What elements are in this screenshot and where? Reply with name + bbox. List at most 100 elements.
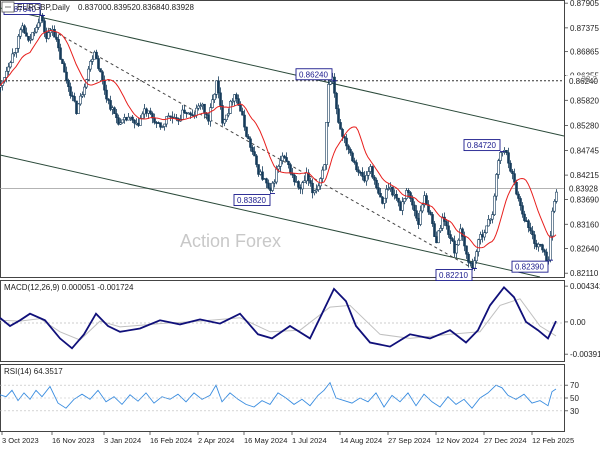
candle-body (201, 103, 204, 106)
candle-body (371, 166, 374, 178)
candle-body (361, 172, 364, 177)
price-tick-label: 0.83690 (570, 196, 599, 205)
candle-body (329, 81, 332, 85)
candle-body (213, 94, 216, 101)
candle-body (513, 173, 516, 183)
candle-body (451, 238, 454, 242)
candle-body (521, 205, 524, 215)
price-tick-label: 0.85280 (570, 121, 599, 130)
price-box (566, 75, 600, 87)
candle-body (217, 80, 220, 94)
candle-body (149, 110, 152, 114)
candle-body (133, 119, 136, 124)
candle-body (215, 80, 218, 95)
candle-body (79, 95, 82, 105)
candle-body (191, 114, 194, 117)
candle-body (279, 160, 282, 167)
candle-body (199, 105, 202, 107)
candle-body (147, 110, 150, 114)
candle-body (533, 234, 536, 244)
channel-upper-line (0, 7, 565, 137)
candle-body (507, 152, 510, 164)
candle-body (207, 114, 210, 122)
candle-body (127, 116, 130, 121)
price-annotation-label: 0.84720 (467, 141, 496, 150)
candle-body (245, 126, 248, 137)
candle-body (489, 218, 492, 221)
ohlc-high: 0.83952 (107, 3, 136, 12)
candle-body (35, 27, 38, 33)
candle-body (135, 122, 138, 125)
candle-body (121, 119, 124, 124)
candle-body (319, 178, 322, 187)
candle-body (365, 174, 368, 182)
price-tick-label: 0.85820 (570, 96, 599, 105)
candle-body (277, 166, 280, 170)
candle-body (281, 155, 284, 161)
candle-body (221, 105, 224, 124)
price-tick-label: 0.82640 (570, 245, 599, 254)
candle-body (335, 92, 338, 110)
candle-body (455, 244, 458, 254)
candle-body (401, 201, 404, 211)
macd-axis: 0.004341 0.00 -0.003916 (564, 282, 600, 359)
macd-tick-label: 0.004341 (570, 282, 600, 291)
candle-body (31, 32, 34, 40)
candle-body (309, 180, 312, 184)
candle-body (137, 122, 140, 126)
candle-body (167, 115, 170, 118)
candle-body (17, 35, 20, 49)
candle-body (351, 152, 354, 162)
candle-body (99, 68, 102, 73)
price-tick-label: 0.83160 (570, 220, 599, 229)
macd-title: MACD(12,26,9) 0.000051 -0.001724 (4, 283, 134, 292)
candle-body (243, 114, 246, 128)
candle-body (497, 160, 500, 175)
candle-body (75, 100, 78, 114)
candle-body (285, 157, 288, 162)
time-tick-label: 3 Jan 2024 (104, 436, 141, 445)
candle-body (437, 230, 440, 244)
candle-body (83, 86, 86, 95)
candle-body (81, 94, 84, 97)
macd-tick-label: -0.003916 (570, 350, 600, 359)
candle-body (367, 171, 370, 176)
candle-body (195, 107, 198, 116)
price-annotation-box (295, 68, 333, 81)
price-panel (0, 0, 565, 278)
candle-body (341, 128, 344, 137)
candle-body (11, 53, 14, 63)
candle-body (237, 98, 240, 106)
price-box (566, 182, 600, 194)
candle-body (89, 61, 92, 70)
candle-body (267, 182, 270, 189)
candle-body (349, 149, 352, 154)
time-tick-label: 3 Oct 2023 (2, 436, 39, 445)
candle-body (257, 164, 260, 175)
candle-body (493, 195, 496, 215)
candle-body (475, 251, 478, 262)
time-tick-label: 1 Jul 2024 (292, 436, 327, 445)
moving-average-line (0, 30, 557, 249)
candle-body (73, 96, 76, 102)
candle-body (445, 221, 448, 227)
rsi-tick-label: 50 (570, 394, 579, 403)
fib-label: 38.2 (581, 75, 597, 84)
candle-body (421, 204, 424, 212)
candle-body (95, 51, 98, 59)
candle-body (5, 70, 8, 78)
candle-body (255, 155, 258, 165)
candle-body (275, 168, 278, 183)
candle-body (545, 251, 548, 262)
candle-body (355, 162, 358, 171)
candle-body (433, 223, 436, 237)
price-annotation-box (233, 194, 271, 206)
candle-body (495, 174, 498, 197)
candles (0, 10, 558, 272)
candle-body (141, 113, 144, 119)
candle-body (117, 117, 120, 125)
price-tick-label: 0.84745 (570, 146, 599, 155)
candle-body (321, 169, 324, 179)
time-axis: 3 Oct 2023 16 Nov 2023 3 Jan 2024 16 Feb 20… (1, 431, 574, 445)
